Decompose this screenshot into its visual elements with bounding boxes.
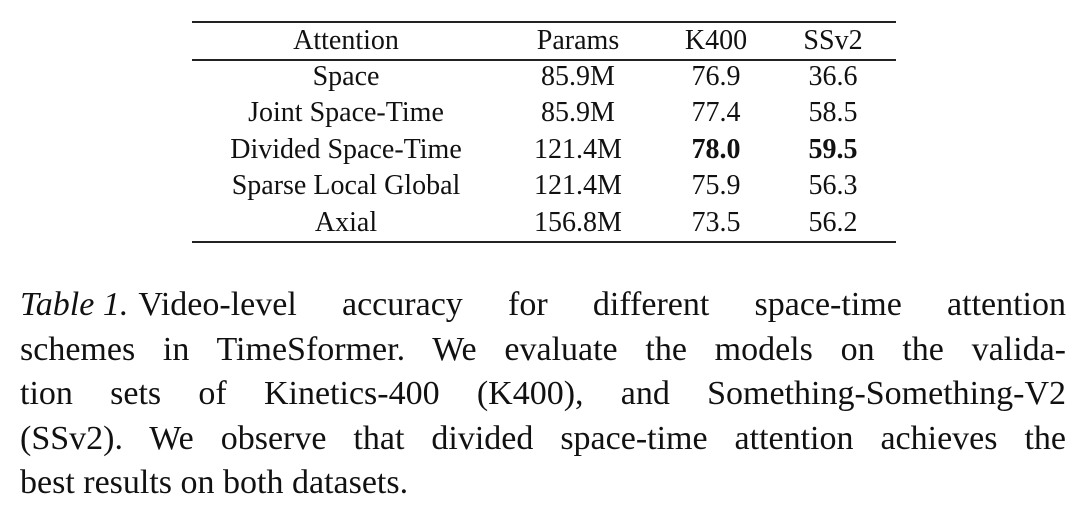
table-cell: 76.9 [691,61,741,92]
table-cell: 73.5 [691,206,741,238]
table-cell: Divided Space-Time [230,133,462,165]
caption-line: Table 1. Video-level accuracy for differe… [20,283,1066,328]
caption-text: Video-level accuracy for different space… [138,286,1066,323]
table-cell: Joint Space-Time [248,97,444,129]
table-cell: 78.0 [691,133,741,165]
table-cell: 85.9M [541,97,615,129]
header-cell: Params [536,25,620,56]
top-rule [192,21,896,23]
table-cell: Space [312,61,380,92]
table-cell: 156.8M [534,206,622,238]
table-cell: 77.4 [691,97,741,129]
table-cell: 58.5 [808,97,858,129]
table-cell: 56.2 [808,206,858,238]
caption-label: Table 1. [20,286,129,323]
table-cell: 85.9M [541,61,615,92]
table-cell: 75.9 [691,170,741,202]
caption-line: tion sets of Kinetics-400 (K400), and So… [20,375,1066,412]
table-cell: Axial [314,206,378,238]
caption-line: schemes in TimeSformer. We evaluate the … [20,330,1066,368]
table-cell: 121.4M [534,133,622,165]
header-cell: K400 [684,25,748,56]
table-cell: Sparse Local Global [231,170,461,202]
table-cell: 121.4M [534,170,622,202]
caption-line: best results on both datasets. [20,464,409,501]
caption: Table 1. Video-level accuracy for differe… [20,283,1066,506]
header-cell: Attention [293,25,399,56]
table-cell: 56.3 [808,170,858,202]
table-cell: 36.6 [808,61,858,92]
header-cell: SSv2 [803,25,863,56]
bottom-rule [192,241,896,243]
caption-line: (SSv2). We observe that divided space-ti… [20,419,1066,457]
table-cell: 59.5 [808,133,858,165]
mid-rule [192,59,896,61]
